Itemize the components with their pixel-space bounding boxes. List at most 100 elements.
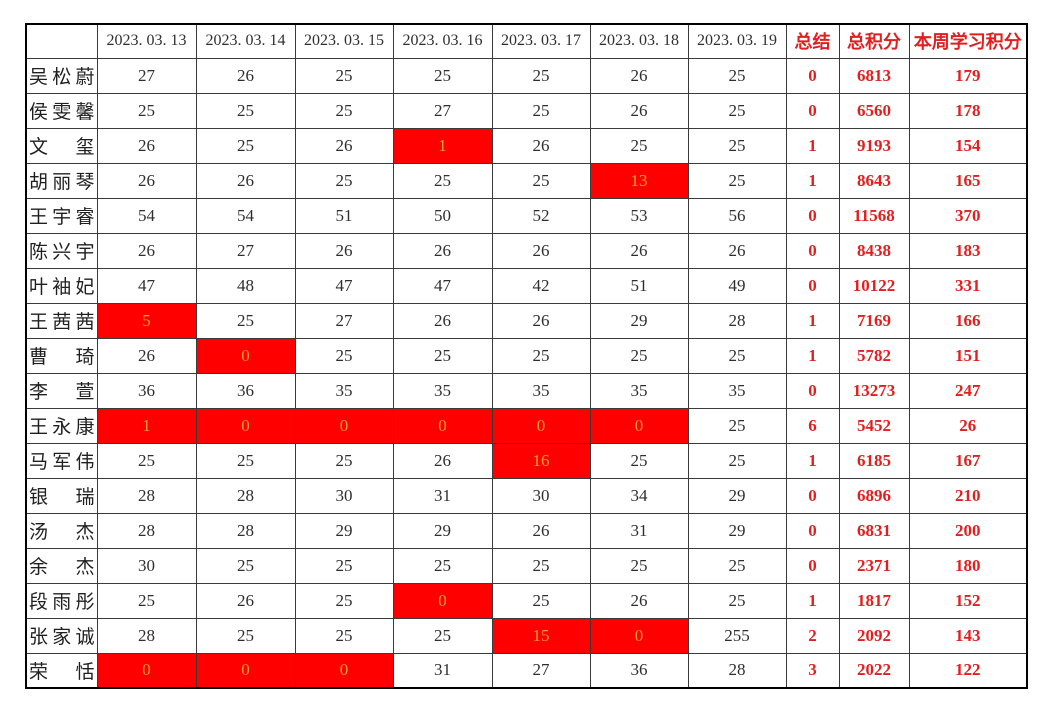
student-row: 叶袖妃 47 48 47 47 42 51 49 0 10122 331	[25, 267, 1028, 304]
day-score-cell: 28	[687, 302, 787, 339]
student-name-cell: 王宇睿	[25, 197, 98, 234]
day-score-cell-highlighted: 0	[392, 582, 493, 619]
student-name-cell: 王永康	[25, 407, 98, 444]
day-score-cell: 26	[195, 582, 296, 619]
day-score-cell: 25	[687, 92, 787, 129]
student-name-cell: 侯雯馨	[25, 92, 98, 129]
day-score-cell: 35	[392, 372, 493, 409]
total-points-cell: 8438	[838, 232, 910, 269]
day-score-cell: 26	[589, 582, 689, 619]
student-row: 荣恬 0 0 0 31 27 36 28 3 2022 122	[25, 652, 1028, 689]
day-score-cell: 25	[294, 92, 394, 129]
day-score-cell: 25	[195, 442, 296, 479]
day-score-cell: 25	[294, 337, 394, 374]
day-score-cell: 28	[96, 477, 197, 514]
total-points-cell: 13273	[838, 372, 910, 409]
day-score-cell: 35	[589, 372, 689, 409]
date-header: 2023. 03. 17	[491, 23, 591, 59]
day-score-cell: 47	[294, 267, 394, 304]
date-header: 2023. 03. 14	[195, 23, 296, 59]
day-score-cell-highlighted: 0	[294, 652, 394, 689]
student-row: 王宇睿 54 54 51 50 52 53 56 0 11568 370	[25, 197, 1028, 234]
day-score-cell: 25	[687, 582, 787, 619]
day-score-cell: 26	[294, 127, 394, 164]
student-name-cell: 叶袖妃	[25, 267, 98, 304]
day-score-cell: 27	[195, 232, 296, 269]
day-score-cell: 25	[195, 617, 296, 654]
day-score-cell: 36	[589, 652, 689, 689]
total-points-cell: 5782	[838, 337, 910, 374]
summary-cell: 0	[785, 372, 840, 409]
day-score-cell: 25	[687, 407, 787, 444]
day-score-cell: 26	[392, 232, 493, 269]
student-row: 银瑞 28 28 30 31 30 34 29 0 6896 210	[25, 477, 1028, 514]
total-points-cell: 6896	[838, 477, 910, 514]
day-score-cell: 52	[491, 197, 591, 234]
day-score-cell: 29	[687, 477, 787, 514]
student-row: 汤杰 28 28 29 29 26 31 29 0 6831 200	[25, 512, 1028, 549]
day-score-cell: 25	[195, 547, 296, 584]
student-name-cell: 陈兴宇	[25, 232, 98, 269]
student-name-cell: 李萱	[25, 372, 98, 409]
day-score-cell-highlighted: 15	[491, 617, 591, 654]
day-score-cell: 25	[195, 92, 296, 129]
day-score-cell: 25	[491, 337, 591, 374]
summary-cell: 0	[785, 547, 840, 584]
summary-cell: 1	[785, 127, 840, 164]
student-row: 文玺 26 25 26 1 26 25 25 1 9193 154	[25, 127, 1028, 164]
total-points-cell: 2092	[838, 617, 910, 654]
total-points-cell: 11568	[838, 197, 910, 234]
total-points-cell: 10122	[838, 267, 910, 304]
day-score-cell-highlighted: 1	[392, 127, 493, 164]
week-points-cell: 210	[908, 477, 1028, 514]
day-score-cell: 25	[392, 617, 493, 654]
total-points-header: 总积分	[838, 23, 910, 59]
student-row: 段雨彤 25 26 25 0 25 26 25 1 1817 152	[25, 582, 1028, 619]
day-score-cell-highlighted: 16	[491, 442, 591, 479]
day-score-cell: 28	[195, 477, 296, 514]
summary-header: 总结	[785, 23, 840, 59]
day-score-cell: 25	[589, 127, 689, 164]
date-header: 2023. 03. 13	[96, 23, 197, 59]
date-header: 2023. 03. 15	[294, 23, 394, 59]
day-score-cell: 26	[294, 232, 394, 269]
day-score-cell: 25	[589, 547, 689, 584]
day-score-cell-highlighted: 0	[96, 652, 197, 689]
day-score-cell: 26	[195, 57, 296, 94]
student-row: 王茜茜 5 25 27 26 26 29 28 1 7169 166	[25, 302, 1028, 339]
day-score-cell: 26	[195, 162, 296, 199]
day-score-cell: 31	[392, 477, 493, 514]
student-row: 吴松蔚 27 26 25 25 25 26 25 0 6813 179	[25, 57, 1028, 94]
day-score-cell: 26	[491, 232, 591, 269]
weekly-score-table: 2023. 03. 13 2023. 03. 14 2023. 03. 15 2023…	[25, 23, 1028, 689]
date-header: 2023. 03. 19	[687, 23, 787, 59]
student-name-cell: 段雨彤	[25, 582, 98, 619]
day-score-cell: 25	[195, 127, 296, 164]
day-score-cell: 25	[491, 547, 591, 584]
day-score-cell: 25	[589, 442, 689, 479]
total-points-cell: 2022	[838, 652, 910, 689]
day-score-cell: 25	[491, 582, 591, 619]
day-score-cell-highlighted: 0	[589, 617, 689, 654]
day-score-cell: 29	[589, 302, 689, 339]
day-score-cell: 25	[392, 337, 493, 374]
summary-cell: 0	[785, 267, 840, 304]
day-score-cell: 25	[589, 337, 689, 374]
student-name-cell: 文玺	[25, 127, 98, 164]
day-score-cell: 26	[96, 162, 197, 199]
day-score-cell: 26	[491, 127, 591, 164]
total-points-cell: 6560	[838, 92, 910, 129]
summary-cell: 0	[785, 477, 840, 514]
day-score-cell: 28	[195, 512, 296, 549]
week-points-cell: 331	[908, 267, 1028, 304]
student-name-cell: 曹琦	[25, 337, 98, 374]
day-score-cell: 26	[589, 57, 689, 94]
week-points-cell: 154	[908, 127, 1028, 164]
day-score-cell: 25	[491, 92, 591, 129]
total-points-cell: 9193	[838, 127, 910, 164]
student-name-cell: 张家诚	[25, 617, 98, 654]
total-points-cell: 6831	[838, 512, 910, 549]
summary-cell: 1	[785, 337, 840, 374]
week-points-cell: 122	[908, 652, 1028, 689]
student-name-cell: 汤杰	[25, 512, 98, 549]
